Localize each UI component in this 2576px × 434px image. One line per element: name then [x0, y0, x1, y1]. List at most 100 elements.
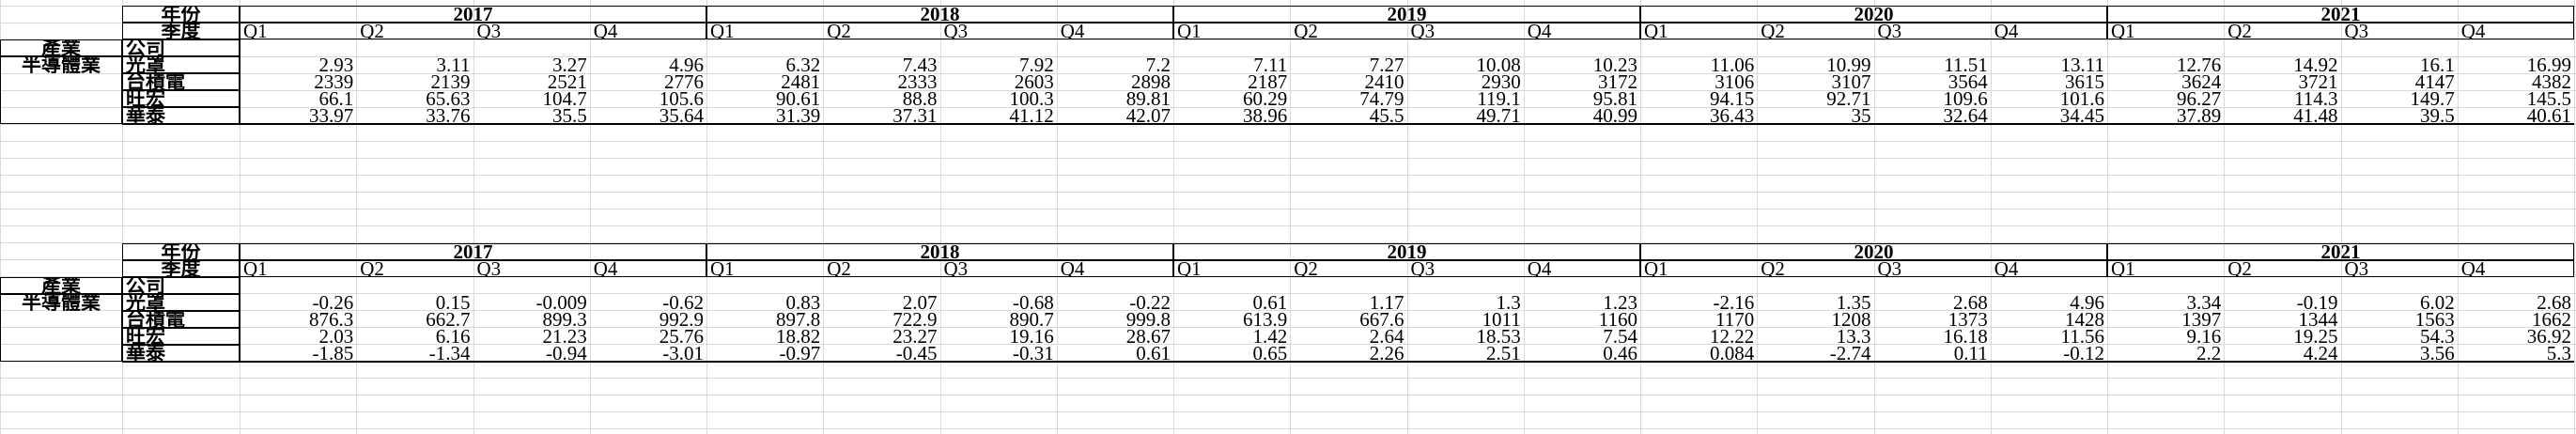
data-cell[interactable]: 3721: [2298, 73, 2338, 90]
data-cell[interactable]: 149.7: [2410, 90, 2455, 107]
data-cell[interactable]: 1.23: [1603, 294, 1637, 311]
data-cell[interactable]: 0.11: [1953, 345, 1988, 362]
data-cell[interactable]: 89.81: [1125, 90, 1171, 107]
data-cell[interactable]: -0.68: [1013, 294, 1054, 311]
data-cell[interactable]: 35: [1851, 107, 1871, 124]
data-cell[interactable]: 1.17: [1369, 294, 1404, 311]
data-cell[interactable]: 2481: [781, 73, 821, 90]
data-cell[interactable]: 1373: [1948, 311, 1988, 328]
data-cell[interactable]: 2.68: [1953, 294, 1988, 311]
data-cell[interactable]: 2410: [1364, 73, 1404, 90]
data-cell[interactable]: -0.19: [2296, 294, 2338, 311]
data-cell[interactable]: 2.03: [318, 328, 354, 345]
data-cell[interactable]: 13.11: [2060, 56, 2104, 73]
data-cell[interactable]: -0.12: [2063, 345, 2104, 362]
data-cell[interactable]: 31.39: [776, 107, 821, 124]
data-cell[interactable]: 100.3: [1009, 90, 1054, 107]
data-cell[interactable]: -0.009: [535, 294, 587, 311]
data-cell[interactable]: 10.23: [1592, 56, 1637, 73]
data-cell[interactable]: 16.99: [2526, 56, 2571, 73]
data-cell[interactable]: 10.99: [1826, 56, 1871, 73]
data-cell[interactable]: -2.16: [1713, 294, 1755, 311]
data-cell[interactable]: -3.01: [662, 345, 704, 362]
data-cell[interactable]: 23.27: [892, 328, 938, 345]
data-cell[interactable]: 42.07: [1125, 107, 1171, 124]
data-cell[interactable]: 54.3: [2420, 328, 2455, 345]
data-cell[interactable]: -0.31: [1013, 345, 1054, 362]
data-cell[interactable]: 18.82: [776, 328, 821, 345]
data-cell[interactable]: 0.83: [785, 294, 821, 311]
data-cell[interactable]: 1662: [2532, 311, 2571, 328]
data-cell[interactable]: 2.64: [1369, 328, 1404, 345]
data-cell[interactable]: 4382: [2532, 73, 2571, 90]
data-cell[interactable]: 5.3: [2546, 345, 2571, 362]
data-cell[interactable]: 9.16: [2186, 328, 2222, 345]
data-cell[interactable]: 36.92: [2526, 328, 2571, 345]
data-cell[interactable]: 66.1: [318, 90, 354, 107]
data-cell[interactable]: 999.8: [1125, 311, 1171, 328]
data-cell[interactable]: 19.25: [2293, 328, 2338, 345]
data-cell[interactable]: 37.89: [2177, 107, 2222, 124]
data-cell[interactable]: 41.48: [2293, 107, 2338, 124]
data-cell[interactable]: 3107: [1831, 73, 1871, 90]
data-cell[interactable]: 12.22: [1710, 328, 1755, 345]
data-cell[interactable]: -0.62: [662, 294, 704, 311]
data-cell[interactable]: 1.42: [1252, 328, 1288, 345]
data-cell[interactable]: 41.12: [1009, 107, 1054, 124]
data-cell[interactable]: -0.26: [312, 294, 354, 311]
data-cell[interactable]: 19.16: [1009, 328, 1054, 345]
data-cell[interactable]: 2603: [1014, 73, 1054, 90]
data-cell[interactable]: 7.54: [1603, 328, 1637, 345]
data-cell[interactable]: 3615: [2065, 73, 2104, 90]
data-cell[interactable]: 40.61: [2526, 107, 2571, 124]
data-cell[interactable]: 662.7: [426, 311, 471, 328]
data-cell[interactable]: 890.7: [1009, 311, 1054, 328]
data-cell[interactable]: 18.53: [1476, 328, 1521, 345]
data-cell[interactable]: 2.68: [2537, 294, 2571, 311]
data-cell[interactable]: 3.11: [436, 56, 471, 73]
data-cell[interactable]: 14.92: [2293, 56, 2338, 73]
data-cell[interactable]: 4.96: [669, 56, 704, 73]
data-cell[interactable]: 7.92: [1019, 56, 1054, 73]
data-cell[interactable]: 7.2: [1145, 56, 1171, 73]
data-cell[interactable]: 119.1: [1477, 90, 1521, 107]
data-cell[interactable]: 39.5: [2420, 107, 2455, 124]
data-cell[interactable]: 6.32: [785, 56, 821, 73]
data-cell[interactable]: 96.27: [2177, 90, 2222, 107]
data-cell[interactable]: 2333: [897, 73, 938, 90]
data-cell[interactable]: 3.34: [2186, 294, 2222, 311]
data-cell[interactable]: 88.8: [902, 90, 938, 107]
data-cell[interactable]: 109.6: [1943, 90, 1988, 107]
data-cell[interactable]: 92.71: [1826, 90, 1871, 107]
data-cell[interactable]: 4.96: [2070, 294, 2104, 311]
data-cell[interactable]: 2.26: [1369, 345, 1404, 362]
data-cell[interactable]: 95.81: [1592, 90, 1637, 107]
data-cell[interactable]: 21.23: [542, 328, 587, 345]
data-cell[interactable]: 65.63: [426, 90, 471, 107]
data-cell[interactable]: 1428: [2065, 311, 2104, 328]
data-cell[interactable]: -2.74: [1829, 345, 1871, 362]
data-cell[interactable]: -1.85: [312, 345, 354, 362]
data-cell[interactable]: 1160: [1598, 311, 1637, 328]
data-cell[interactable]: 1344: [2298, 311, 2338, 328]
data-cell[interactable]: 2776: [664, 73, 704, 90]
data-cell[interactable]: 11.51: [1944, 56, 1988, 73]
data-cell[interactable]: 992.9: [659, 311, 704, 328]
data-cell[interactable]: 13.3: [1836, 328, 1871, 345]
data-cell[interactable]: 613.9: [1243, 311, 1288, 328]
data-cell[interactable]: 2187: [1248, 73, 1288, 90]
data-cell[interactable]: 35.5: [552, 107, 587, 124]
data-cell[interactable]: -0.45: [895, 345, 938, 362]
data-cell[interactable]: 3.56: [2420, 345, 2455, 362]
data-cell[interactable]: 1011: [1482, 311, 1521, 328]
data-cell[interactable]: 104.7: [542, 90, 587, 107]
data-cell[interactable]: 34.45: [2059, 107, 2104, 124]
data-cell[interactable]: 0.15: [435, 294, 471, 311]
data-cell[interactable]: 36.43: [1710, 107, 1755, 124]
data-cell[interactable]: 1.3: [1496, 294, 1521, 311]
data-cell[interactable]: 10.08: [1476, 56, 1521, 73]
data-cell[interactable]: 2.07: [902, 294, 938, 311]
data-cell[interactable]: 37.31: [892, 107, 938, 124]
data-cell[interactable]: 6.02: [2420, 294, 2455, 311]
data-cell[interactable]: 2339: [314, 73, 354, 90]
